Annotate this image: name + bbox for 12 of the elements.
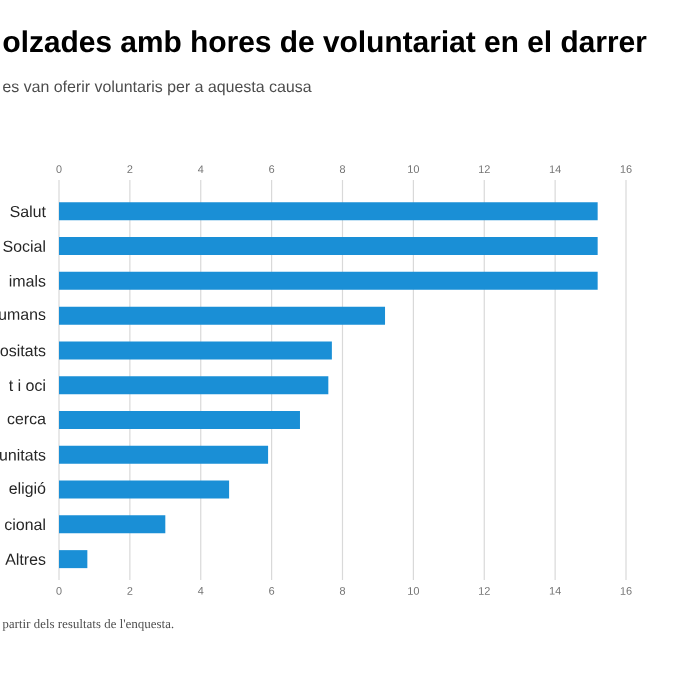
bar: [59, 411, 300, 429]
bar: [59, 480, 230, 499]
bar: [59, 341, 332, 360]
bar: [59, 237, 598, 256]
bar: [59, 376, 329, 395]
bar: [59, 202, 598, 221]
bar: [59, 515, 166, 534]
chart-title: olzades amb hores de voluntariat en el darrer: [3, 30, 647, 53]
bar: [59, 550, 88, 569]
bar: [59, 306, 386, 325]
bar: [59, 445, 269, 464]
bar: [59, 271, 598, 290]
